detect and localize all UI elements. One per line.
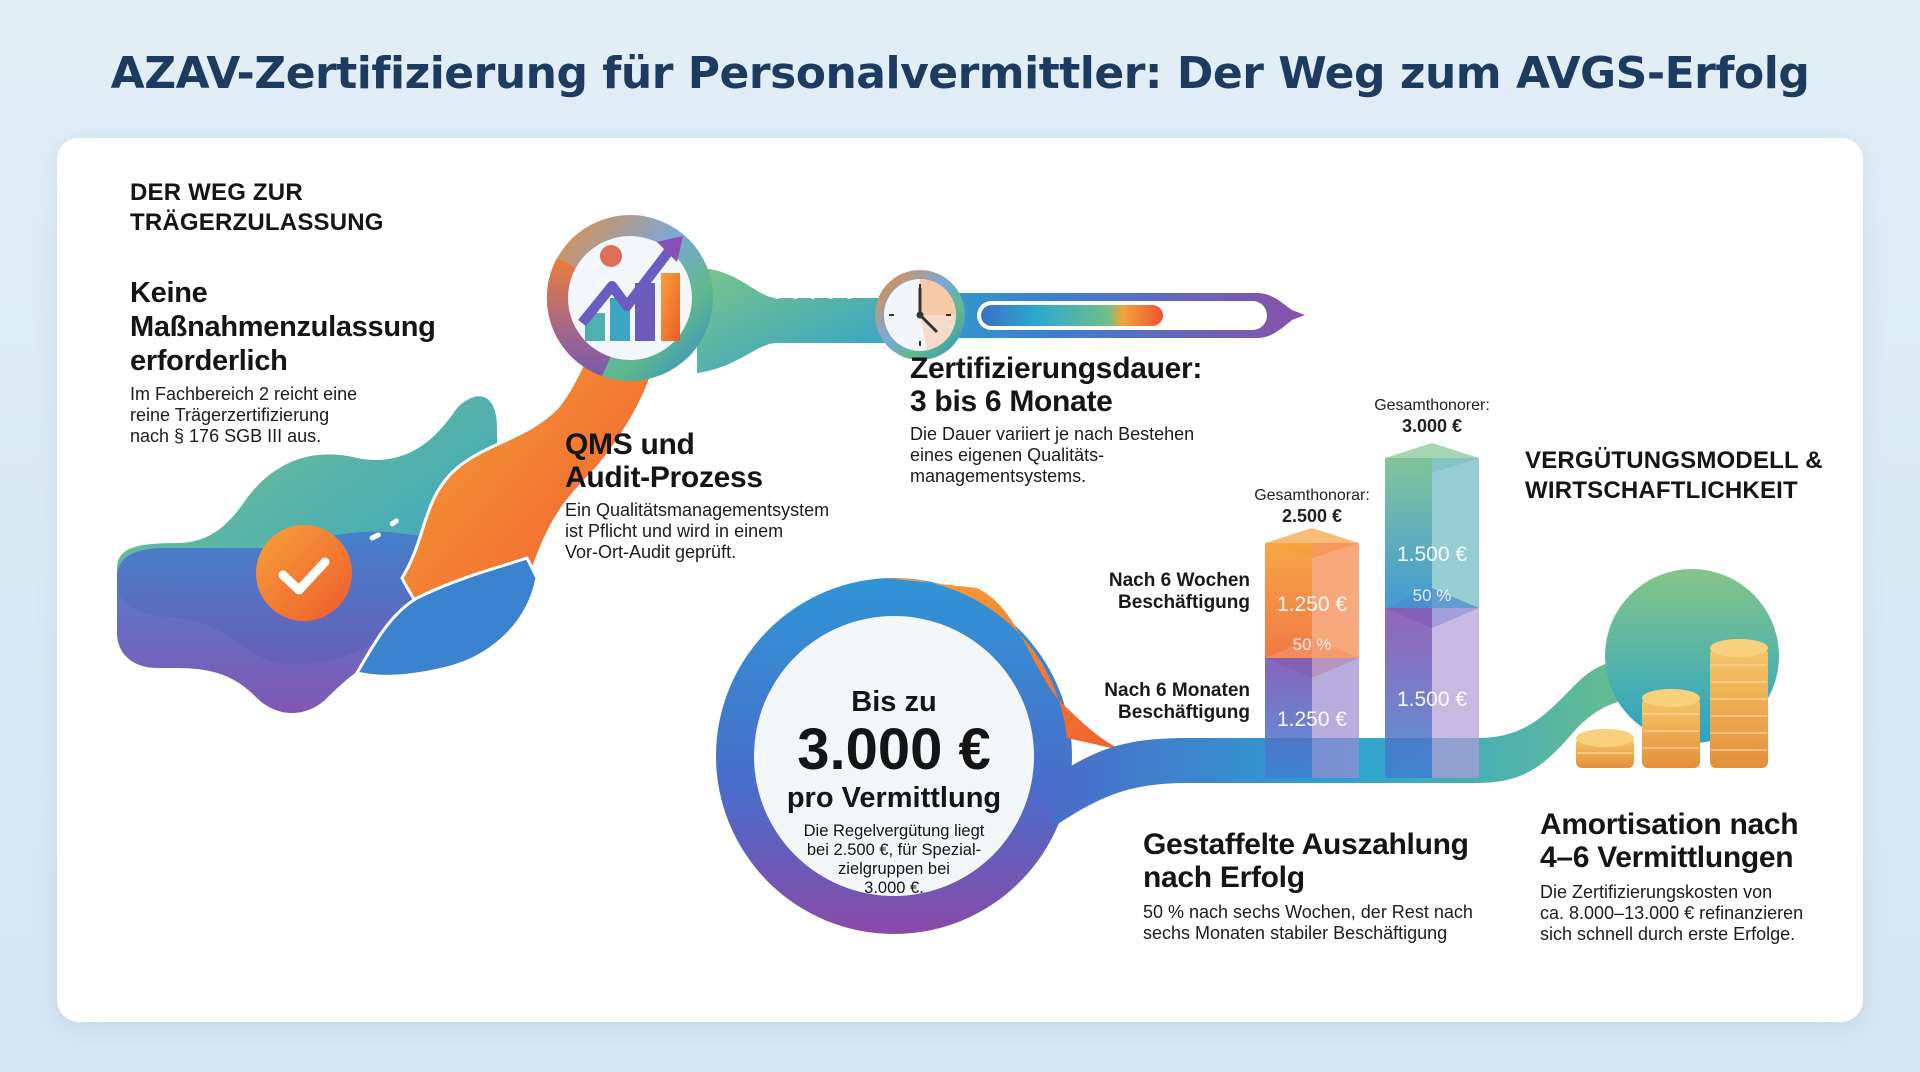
row-label-6-months: Nach 6 Monaten Beschäftigung [1104,680,1250,723]
step-no-approval-body: Im Fachbereich 2 reicht eine reine Träge… [130,384,358,446]
step-duration-title: Zertifizierungsdauer: 3 bis 6 Monate [910,352,1203,418]
step-payout-title: Gestaffelte Auszahlung nach Erfolg [1143,828,1469,894]
step-no-approval: Keine Maßnahmenzulassung erforderlich Im… [130,276,436,447]
step-qms-audit-body: Ein Qualitätsmanagementsystem ist Pflich… [565,500,830,562]
checkmark-icon-circle [256,525,352,621]
duration-progress-bar [981,305,1163,326]
highlight-amount: 3.000 € [797,717,991,782]
bar-2500-total: Gesamthonorar: 2.500 € [1254,487,1370,526]
bar-3000 [1385,443,1479,778]
bar-3000-total: Gesamthonorer: 3.000 € [1374,397,1490,436]
bar-2500 [1265,528,1359,778]
step-amortisation-body: Die Zertifizierungskosten von ca. 8.000–… [1540,882,1804,944]
highlight-prefix: Bis zu [851,686,937,718]
step-duration: Zertifizierungsdauer: 3 bis 6 Monate Die… [910,352,1202,487]
step-qms-audit: QMS und Audit-Prozess Ein Qualitätsmanag… [565,428,829,563]
connector-band [697,268,907,373]
page-title: AZAV-Zertifizierung für Personalvermittl… [110,48,1810,99]
coin-stacks-icon [1576,639,1768,768]
step-qms-audit-title: QMS und Audit-Prozess [565,428,763,494]
row-label-6-weeks: Nach 6 Wochen Beschäftigung [1108,570,1250,613]
step-amortisation: Amortisation nach 4–6 Vermittlungen Die … [1540,808,1803,945]
step-payout: Gestaffelte Auszahlung nach Erfolg 50 % … [1143,828,1473,944]
step-payout-body: 50 % nach sechs Wochen, der Rest nach se… [1143,902,1473,943]
step-duration-body: Die Dauer variiert je nach Bestehen eine… [910,424,1195,486]
infographic-card: DER WEG ZUR TRÄGERZULASSUNG Keine Maßnah… [57,138,1863,1022]
highlight-circle-inner [754,616,1034,896]
section-label-right: VERGÜTUNGSMODELL & WIRTSCHAFTLICHKEIT [1525,447,1823,504]
bar-3000-labels: 1.500 € 50 % 1.500 € [1396,543,1468,711]
highlight-suffix: pro Vermittlung [786,782,1002,814]
bar-2500-labels: 1.250 € 50 % 1.250 € [1276,593,1348,731]
step-amortisation-title: Amortisation nach 4–6 Vermittlungen [1540,808,1799,874]
flow-path-art [117,215,1779,934]
connector-dots [774,293,852,299]
highlight-body: Die Regelvergütung liegt bei 2.500 €, fü… [803,822,985,897]
section-label-left: DER WEG ZUR TRÄGERZULASSUNG [130,179,384,236]
highlight-text: Bis zu 3.000 € pro Vermittlung Die Regel… [754,686,1034,898]
wave-blue-tail [354,556,539,678]
step-no-approval-title: Keine Maßnahmenzulassung erforderlich [130,277,436,377]
